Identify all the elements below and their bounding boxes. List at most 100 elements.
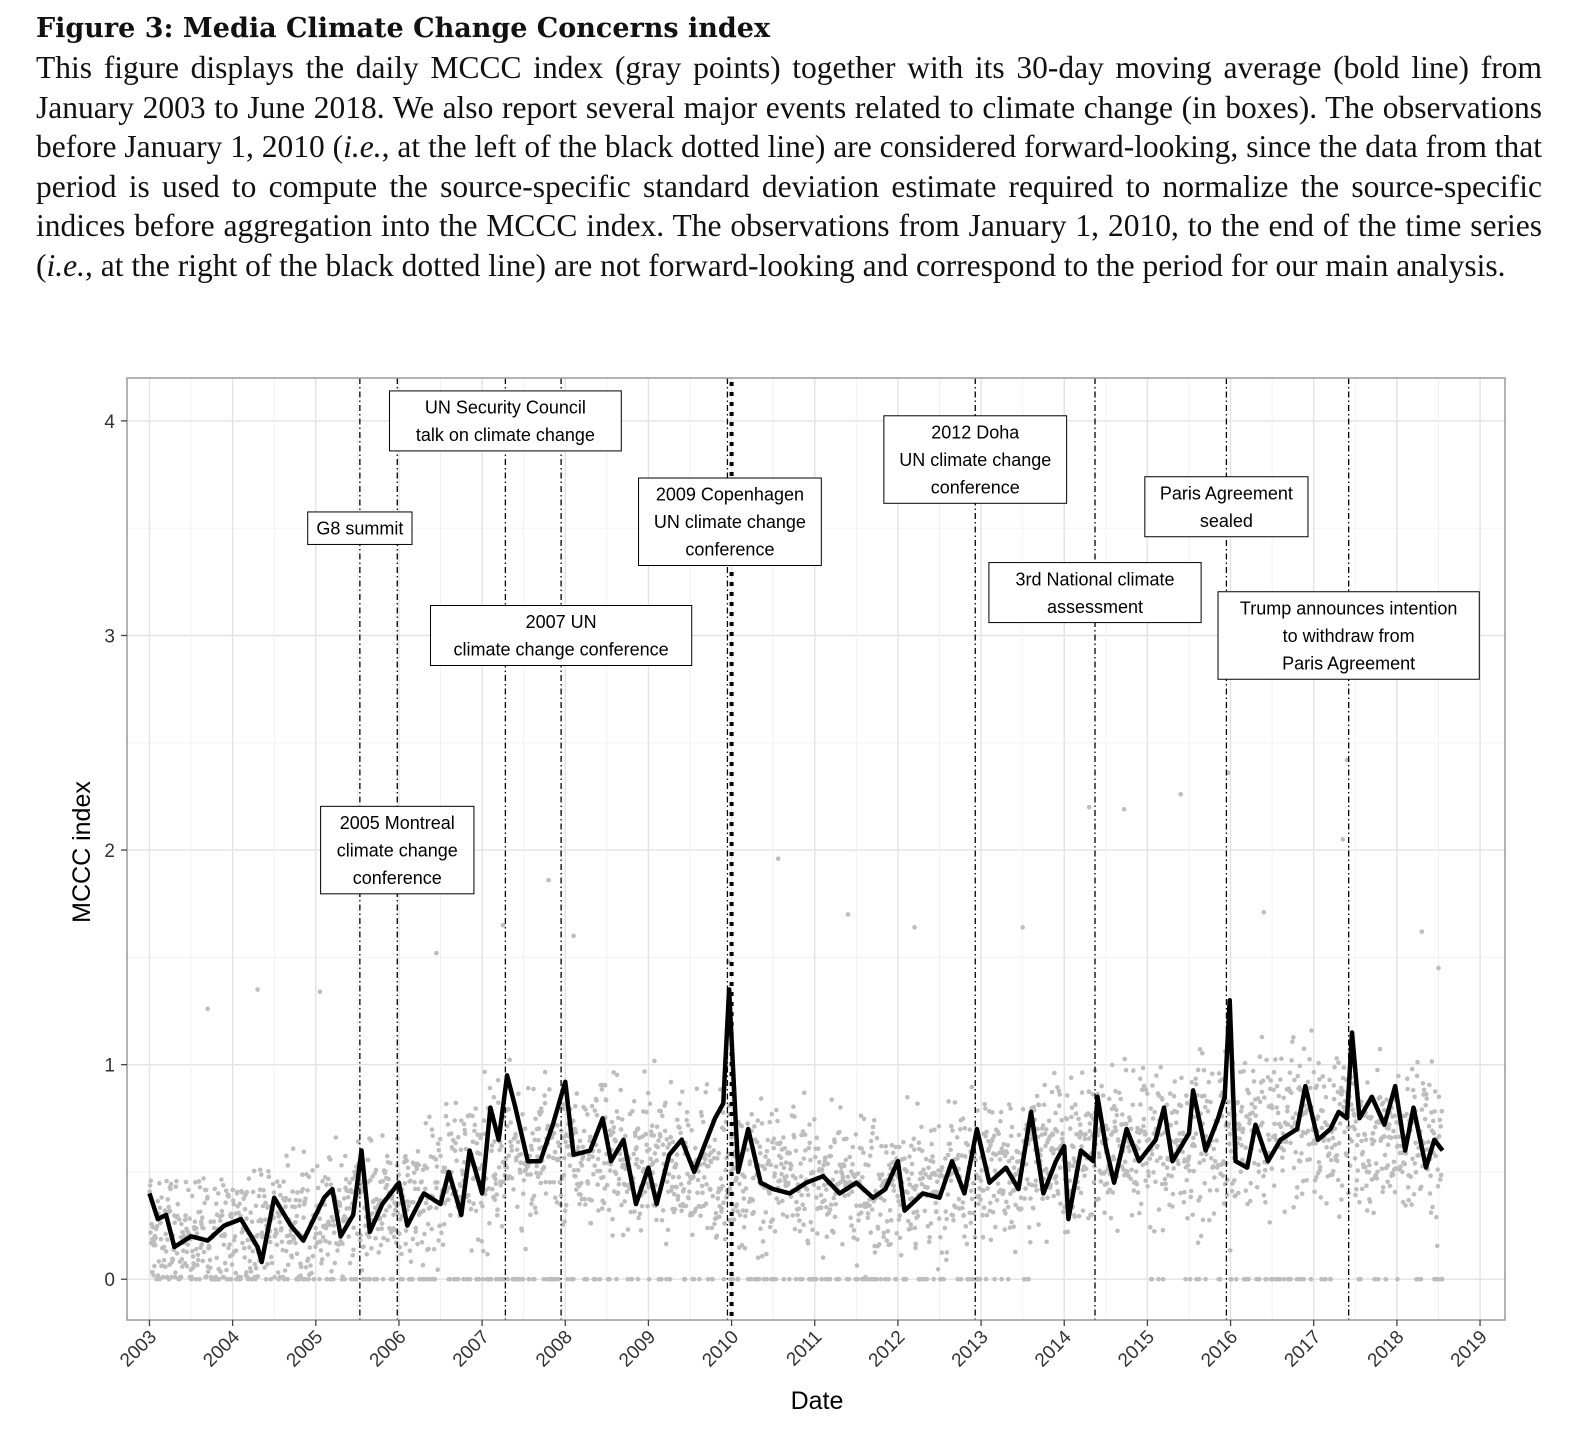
data-point [1289, 1124, 1295, 1130]
data-point [914, 1209, 920, 1214]
data-point [1423, 1103, 1428, 1108]
y-tick-label: 3 [104, 626, 115, 647]
data-point [1206, 1079, 1212, 1085]
data-point [1163, 1181, 1168, 1186]
annotation-label: UN climate change [899, 450, 1051, 470]
data-point [563, 1202, 569, 1208]
data-point [929, 1141, 934, 1147]
data-point [781, 1276, 787, 1282]
data-point [888, 1241, 893, 1247]
data-point [745, 1147, 750, 1152]
data-point [1049, 1089, 1055, 1095]
data-point [269, 1260, 275, 1266]
data-point [867, 1153, 873, 1159]
data-point [822, 1155, 828, 1160]
data-point [981, 1205, 987, 1210]
data-point [821, 1182, 827, 1188]
data-point [521, 1191, 526, 1196]
data-point [696, 1169, 701, 1174]
data-point [676, 1174, 682, 1180]
data-point [632, 1209, 637, 1214]
data-point [462, 1159, 467, 1165]
data-point [1380, 1100, 1386, 1105]
data-point [1005, 1143, 1010, 1148]
data-point [404, 1158, 410, 1163]
data-point [205, 1006, 210, 1012]
data-point [539, 1109, 544, 1115]
data-point [686, 1180, 692, 1185]
data-point [748, 1276, 754, 1282]
data-point [189, 1274, 194, 1280]
annotation-label: 2005 Montreal [340, 813, 455, 833]
data-point [204, 1274, 209, 1279]
data-point [342, 1276, 348, 1282]
data-point [546, 1153, 552, 1159]
data-point [956, 1196, 962, 1202]
data-point [1257, 1099, 1263, 1105]
data-point [349, 1189, 355, 1195]
data-point [1129, 1167, 1134, 1173]
data-point [383, 1169, 388, 1174]
data-point [293, 1220, 298, 1225]
data-point [358, 1233, 363, 1238]
data-point [1109, 1062, 1115, 1068]
data-point [229, 1276, 234, 1282]
data-point [1008, 1106, 1013, 1111]
data-point [1012, 1187, 1017, 1193]
data-point [803, 1148, 808, 1153]
data-point [1379, 1166, 1385, 1172]
data-point [1328, 1157, 1334, 1163]
data-point [609, 1119, 615, 1125]
data-point [771, 1136, 777, 1141]
data-point [195, 1257, 201, 1263]
data-point [1341, 1065, 1347, 1070]
data-point [440, 1242, 446, 1247]
data-point [1432, 1089, 1438, 1094]
data-point [218, 1218, 223, 1223]
data-point [320, 1234, 326, 1240]
data-point [814, 1195, 819, 1200]
data-point [1158, 1155, 1163, 1160]
data-point [542, 1100, 548, 1106]
data-point [1238, 1169, 1244, 1174]
data-point [768, 1162, 773, 1168]
data-point [953, 1204, 958, 1210]
data-point [923, 1156, 929, 1162]
data-point [1327, 1077, 1332, 1083]
data-point [155, 1273, 161, 1278]
data-point [624, 1189, 630, 1195]
data-point [654, 1217, 659, 1223]
data-point [1431, 1131, 1437, 1136]
data-point [935, 1267, 941, 1272]
data-point [1236, 1126, 1242, 1132]
data-point [661, 1151, 667, 1157]
data-point [179, 1221, 184, 1227]
data-point [1107, 1096, 1112, 1102]
data-point [1009, 1124, 1015, 1130]
data-point [620, 1232, 626, 1238]
data-point [794, 1199, 799, 1205]
data-point [1195, 1240, 1201, 1246]
data-point [1299, 1191, 1305, 1197]
data-point [708, 1187, 713, 1192]
data-point [261, 1187, 266, 1193]
data-point [203, 1187, 209, 1193]
data-point [303, 1265, 309, 1270]
data-point [368, 1177, 373, 1183]
data-point [1029, 1182, 1035, 1188]
data-point [897, 1235, 903, 1241]
data-point [870, 1131, 875, 1136]
data-point [1271, 1183, 1277, 1188]
data-point [916, 1140, 922, 1145]
data-point [613, 1171, 619, 1177]
data-point [406, 1203, 411, 1209]
data-point [231, 1237, 237, 1243]
x-tick-label: 2004 [199, 1326, 244, 1371]
data-point [561, 1155, 567, 1161]
data-point [1314, 1174, 1319, 1180]
data-point [381, 1235, 386, 1241]
data-point [639, 1159, 645, 1165]
data-point [842, 1163, 847, 1169]
